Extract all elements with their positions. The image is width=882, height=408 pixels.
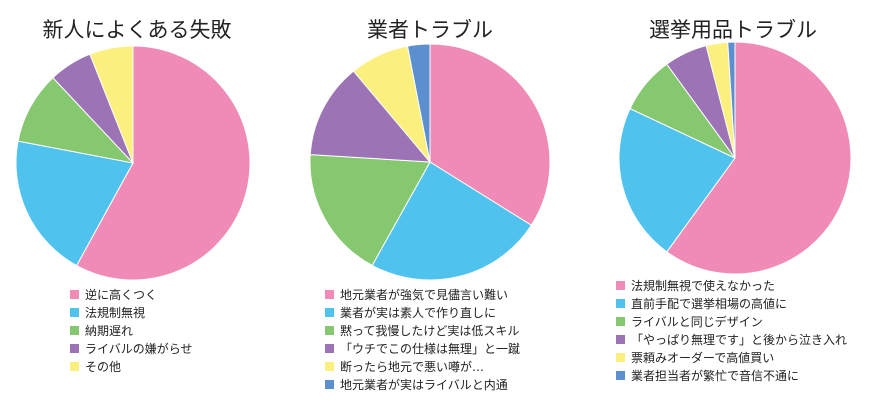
chart-3-legend-swatch	[616, 352, 625, 362]
chart-3-legend-item: 直前手配で選挙相場の高値に	[616, 294, 847, 312]
chart-3-legend-item: 「やっぱり無理です」と後から泣き入れ	[616, 330, 847, 348]
chart-3-legend-label: 業者担当者が繁忙で音信不通に	[631, 368, 800, 383]
chart-1-legend-label: その他	[85, 359, 122, 374]
chart-1-legend-swatch	[70, 289, 79, 299]
chart-2-legend-item: 地元業者が強気で見儘言い難い	[325, 285, 520, 303]
chart-3-legend-swatch	[616, 334, 625, 344]
chart-3-legend-item: 業者担当者が繁忙で音信不通に	[616, 366, 847, 384]
chart-3-title: 選挙用品トラブル	[649, 18, 817, 42]
chart-1-legend-item: 逆に高くつく	[70, 285, 193, 303]
chart-3-legend-item: 法規制無視で使えなかった	[616, 276, 847, 294]
chart-2-legend-item: 断ったら地元で悪い噂が…	[325, 357, 520, 375]
chart-2-legend-item: 「ウチでこの仕様は無理」と一蹴	[325, 339, 520, 357]
chart-1-legend-swatch	[70, 361, 79, 371]
chart-2-legend-item: 地元業者が実はライバルと内通	[325, 375, 520, 393]
chart-1-legend-swatch	[70, 343, 79, 353]
chart-3-legend-swatch	[616, 298, 625, 308]
chart-2-legend-item: 業者が実は素人で作り直しに	[325, 303, 520, 321]
chart-2-legend-swatch	[325, 343, 334, 353]
chart-1-legend-label: ライバルの嫌がらせ	[85, 341, 193, 356]
chart-1-legend-item: 法規制無視	[70, 303, 193, 321]
chart-3-legend-swatch	[616, 280, 625, 290]
chart-3-legend-label: 票頼みオーダーで高値買い	[631, 350, 775, 365]
chart-2-legend-label: 地元業者が強気で見儘言い難い	[340, 287, 509, 302]
chart-2-legend-item: 黙って我慢したけど実は低スキル	[325, 321, 520, 339]
chart-2-legend-swatch	[325, 289, 334, 299]
chart-2-legend-label: 断ったら地元で悪い噂が…	[340, 359, 485, 374]
chart-3-legend-item: ライバルと同じデザイン	[616, 312, 847, 330]
chart-2-slice-6	[406, 43, 431, 163]
chart-3-slice-6	[727, 41, 736, 159]
chart-1-legend-label: 納期遅れ	[85, 323, 134, 338]
chart-3-legend-swatch	[616, 316, 625, 326]
chart-2-title: 業者トラブル	[367, 18, 493, 42]
chart-3-pie	[618, 41, 852, 275]
chart-1-slice-1	[75, 45, 251, 281]
chart-2-slice-3	[309, 154, 431, 267]
chart-1-slice-3	[17, 77, 135, 164]
chart-3-legend: 法規制無視で使えなかった 直前手配で選挙相場の高値に ライバルと同じデザイン「やっぱ…	[616, 276, 847, 384]
chart-1-legend-swatch	[70, 307, 79, 317]
chart-3-legend-item: 票頼みオーダーで高値買い	[616, 348, 847, 366]
chart-2-legend: 地元業者が強気で見儘言い難い 業者が実は素人で作り直しに黙って我慢したけど実は低ス…	[325, 285, 520, 393]
chart-3-legend-label: ライバルと同じデザイン	[631, 314, 763, 329]
chart-1-title: 新人によくある失敗	[42, 18, 232, 42]
chart-1-slice-5	[89, 45, 134, 164]
chart-1-legend: 逆に高くつく 法規制無視納期遅れライバルの嫌がらせ その他	[70, 285, 193, 375]
chart-1-legend-swatch	[70, 325, 79, 335]
chart-2-legend-swatch	[325, 307, 334, 317]
chart-2-legend-label: 地元業者が実はライバルと内通	[340, 377, 508, 392]
chart-1-legend-item: ライバルの嫌がらせ	[70, 339, 193, 357]
chart-1-legend-item: その他	[70, 357, 193, 375]
chart-3-legend-label: 直前手配で選挙相場の高値に	[631, 296, 788, 311]
chart-1-pie	[15, 45, 251, 281]
chart-2-legend-label: 業者が実は素人で作り直しに	[340, 305, 497, 320]
chart-2-pie	[309, 43, 551, 281]
chart-2-legend-swatch	[325, 361, 334, 371]
chart-3-slice-1	[666, 41, 852, 275]
chart-3-legend-swatch	[616, 370, 625, 380]
chart-1-legend-label: 法規制無視	[85, 305, 146, 320]
chart-2-slice-4	[309, 70, 432, 163]
chart-2-slice-2	[371, 161, 533, 281]
chart-1-legend-label: 逆に高くつく	[85, 287, 158, 302]
chart-2-legend-swatch	[325, 325, 334, 335]
chart-1-slice-2	[15, 140, 134, 267]
chart-2-slice-1	[429, 43, 551, 226]
chart-2-legend-label: 「ウチでこの仕様は無理」と一蹴	[340, 341, 521, 356]
chart-3-legend-label: 「やっぱり無理です」と後から泣き入れ	[631, 332, 848, 347]
chart-3-legend-label: 法規制無視で使えなかった	[631, 278, 776, 293]
chart-1-legend-item: 納期遅れ	[70, 321, 193, 339]
chart-2-legend-swatch	[325, 379, 334, 389]
chart-2-legend-label: 黙って我慢したけど実は低スキル	[340, 323, 520, 338]
